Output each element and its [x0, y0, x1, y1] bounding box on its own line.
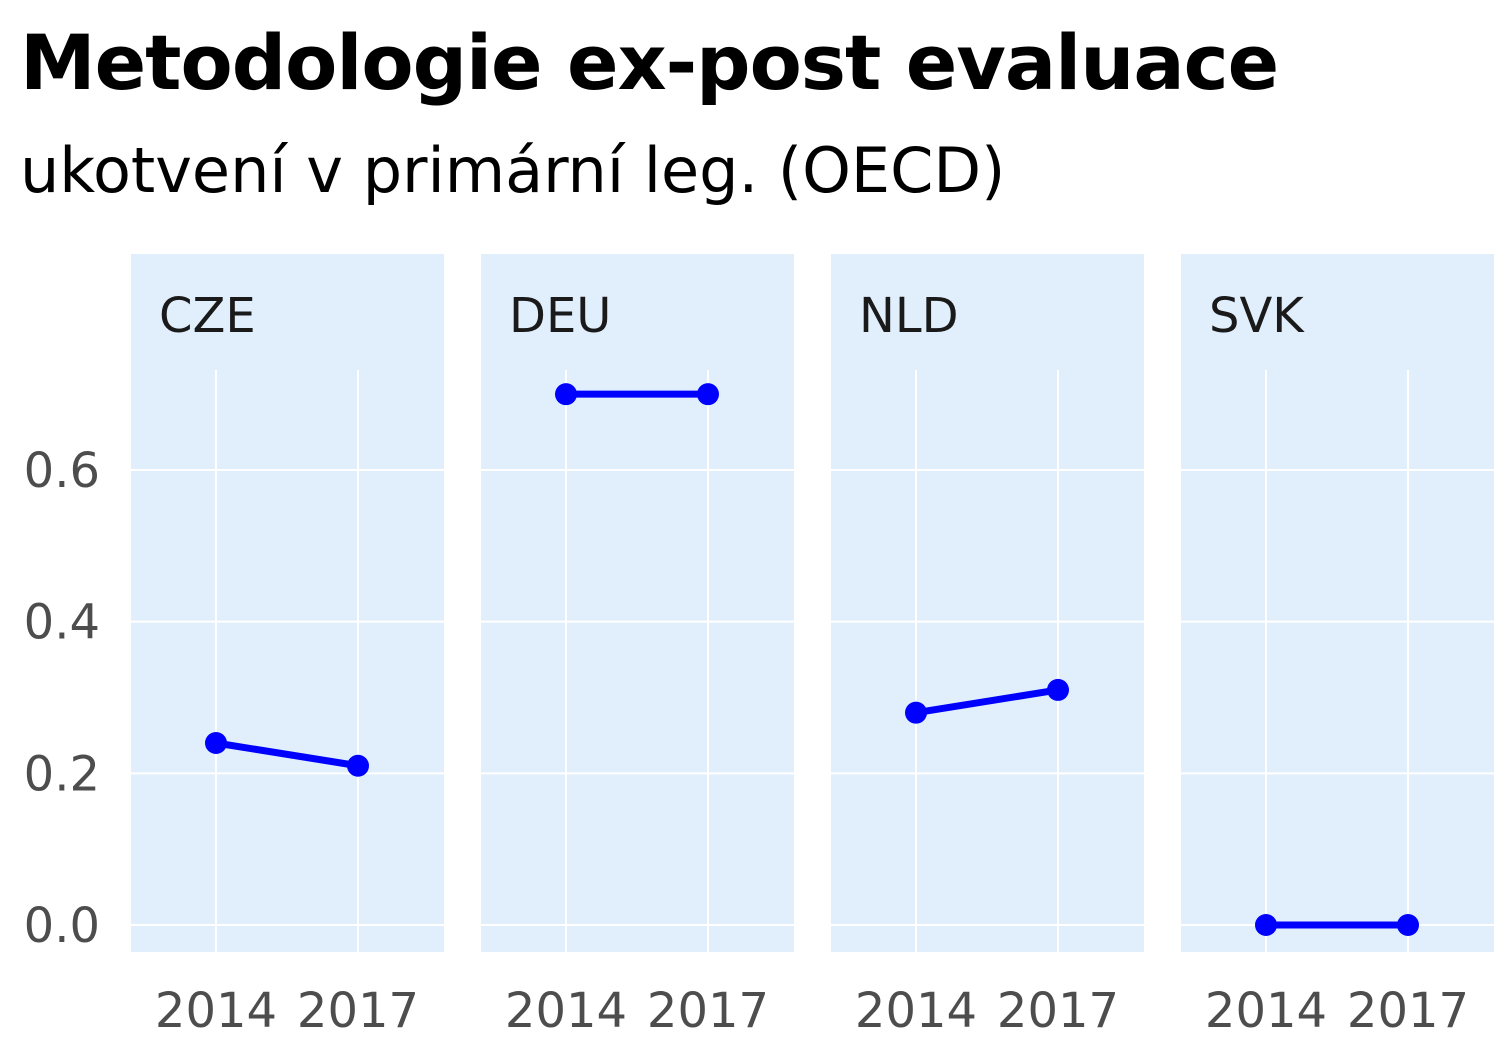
facet-label: CZE — [159, 288, 256, 344]
facet-panel — [1181, 254, 1494, 952]
x-tick-label: 2014 — [1205, 983, 1327, 1039]
chart-subtitle: ukotvení v primární leg. (OECD) — [20, 134, 1006, 207]
facet-label: NLD — [859, 288, 959, 344]
x-tick-label: 2017 — [997, 983, 1119, 1039]
facet-panel — [831, 254, 1144, 952]
data-point — [555, 383, 577, 406]
y-tick-label: 0.2 — [24, 746, 100, 802]
data-point — [1397, 914, 1419, 936]
facet-label: DEU — [509, 288, 611, 344]
data-point — [697, 383, 719, 406]
x-tick-label: 2014 — [505, 983, 627, 1039]
facet-cze: CZE 2014 2017 — [131, 254, 444, 1039]
data-point — [905, 701, 927, 724]
facet-panel — [131, 254, 444, 952]
facet-label: SVK — [1209, 288, 1305, 344]
x-tick-label: 2017 — [1347, 983, 1469, 1039]
x-tick-label: 2017 — [297, 983, 419, 1039]
facet-panel — [481, 254, 794, 952]
series-line — [212, 739, 362, 770]
data-point — [347, 754, 369, 777]
chart-title: Metodologie ex-post evaluace — [20, 18, 1279, 107]
data-point — [205, 732, 227, 754]
x-tick-label: 2014 — [155, 983, 277, 1039]
facet-deu: DEU 2014 2017 — [481, 254, 794, 1039]
y-tick-label: 0.0 — [24, 898, 100, 954]
x-tick-label: 2017 — [647, 983, 769, 1039]
facet-nld: NLD 2014 2017 — [831, 254, 1144, 1039]
y-tick-label: 0.4 — [24, 595, 100, 651]
series-line — [912, 686, 1062, 717]
facet-svk: SVK 2014 2017 — [1181, 254, 1494, 1039]
data-point — [1047, 678, 1069, 701]
data-point — [1255, 914, 1277, 936]
y-tick-label: 0.6 — [24, 443, 100, 499]
x-tick-label: 2014 — [855, 983, 977, 1039]
